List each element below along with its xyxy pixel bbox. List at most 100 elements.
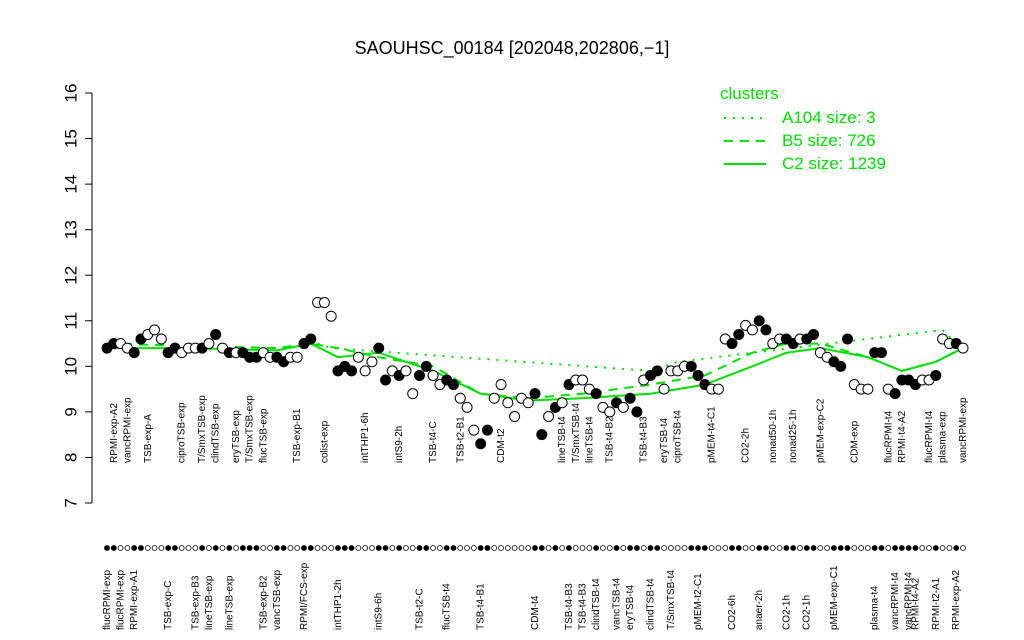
data-point — [149, 324, 161, 336]
top-sample-label: TSB-t4-B2 — [605, 416, 616, 463]
data-point — [808, 328, 820, 340]
data-point — [203, 338, 215, 350]
rug-mark — [926, 545, 932, 551]
rug-mark — [464, 545, 470, 551]
rug-mark — [307, 545, 314, 551]
rug-mark — [362, 545, 369, 551]
rug-mark — [593, 545, 600, 551]
top-sample-label: eryTSB-exp — [231, 410, 242, 463]
rug-mark — [797, 545, 803, 551]
rug-mark — [960, 545, 966, 551]
data-point — [305, 333, 317, 345]
rug-mark — [749, 545, 756, 551]
rug-mark — [389, 545, 396, 551]
rug-mark — [661, 545, 667, 551]
bottom-sample-label: lineTSB-exp — [224, 575, 235, 630]
rug-mark — [586, 545, 593, 551]
data-point — [617, 401, 629, 413]
data-point — [624, 392, 636, 404]
rug-mark — [783, 545, 790, 551]
rug-mark — [532, 545, 538, 551]
y-tick-label: 10 — [61, 357, 80, 376]
data-point — [352, 351, 364, 363]
rug-mark — [844, 545, 851, 551]
rug-mark — [817, 545, 824, 551]
rug-mark — [484, 545, 491, 551]
rug-mark — [756, 545, 763, 551]
data-point — [366, 356, 378, 368]
rug-mark — [172, 545, 178, 551]
rug-mark — [864, 545, 871, 551]
rug-mark — [396, 545, 403, 551]
rug-mark — [253, 545, 260, 551]
rug-mark — [138, 545, 144, 551]
top-sample-label: intTHP1-6h — [360, 412, 371, 463]
y-tick-label: 7 — [61, 498, 80, 507]
rug-mark — [722, 545, 729, 551]
rug-mark — [436, 545, 443, 551]
y-tick-label: 12 — [61, 266, 80, 285]
top-sample-label: RPMI-t4-A2 — [897, 410, 908, 463]
data-point — [536, 429, 548, 441]
rug-mark — [403, 545, 409, 551]
rug-mark — [871, 545, 878, 551]
rug-mark — [321, 545, 328, 551]
data-point — [712, 383, 724, 395]
rug-mark — [144, 545, 151, 551]
rug-mark — [735, 545, 742, 551]
data-point — [522, 397, 534, 409]
top-sample-label: nonad50-1h — [768, 410, 779, 463]
rug-mark — [919, 545, 926, 551]
bottom-sample-label: clindTSB-t4 — [645, 578, 656, 630]
data-point — [889, 388, 901, 400]
rug-mark — [335, 545, 341, 551]
rug-mark — [416, 545, 423, 551]
rug-mark — [369, 545, 375, 551]
data-point — [509, 410, 521, 422]
rug-mark — [932, 545, 939, 551]
top-sample-label: eryTSB-t4 — [659, 418, 670, 463]
bottom-sample-label: CO2-1h — [781, 595, 792, 630]
rug-mark — [233, 545, 239, 551]
data-point — [556, 397, 568, 409]
top-sample-label: CO2-2h — [741, 428, 752, 463]
data-point — [746, 324, 758, 336]
data-point — [753, 315, 765, 327]
bottom-sample-label: lineTSB-exp — [204, 575, 215, 630]
rug-mark — [552, 545, 559, 551]
data-point — [733, 328, 745, 340]
y-tick-label: 14 — [61, 175, 80, 194]
top-sample-label: RPMI-exp-A2 — [109, 403, 120, 463]
rug-mark — [382, 545, 389, 551]
rug-mark — [790, 545, 797, 551]
rug-mark — [219, 545, 226, 551]
rug-mark — [206, 545, 212, 551]
chart-title: SAOUHSC_00184 [202048,202806,−1] — [355, 38, 670, 59]
rug-mark — [355, 545, 362, 551]
data-point — [651, 365, 663, 377]
top-sample-label: CDM-t2 — [496, 428, 507, 463]
rug-mark — [273, 545, 280, 551]
rug-mark — [620, 545, 627, 551]
rug-mark — [151, 545, 158, 551]
rug-mark — [905, 545, 912, 551]
data-point — [359, 365, 371, 377]
data-point — [454, 392, 466, 404]
data-point — [875, 347, 887, 359]
data-point — [842, 333, 854, 345]
data-point — [420, 360, 432, 372]
rug-mark — [117, 545, 124, 551]
bottom-sample-label: vancTSB-exp — [272, 570, 283, 630]
bottom-sample-label: TSB-t4-B3 — [578, 583, 589, 630]
top-sample-label: T/SmxTSB-t4 — [571, 403, 582, 463]
rug-mark — [627, 545, 634, 551]
y-tick-label: 15 — [61, 129, 80, 148]
rug-mark — [559, 545, 566, 551]
rug-mark — [504, 545, 511, 551]
rug-mark — [688, 545, 695, 551]
rug-mark — [640, 545, 647, 551]
data-point — [468, 424, 480, 436]
rug-mark — [443, 545, 450, 551]
bottom-sample-label: RPMI-exp-A1 — [129, 570, 140, 630]
rug-mark — [246, 545, 253, 551]
